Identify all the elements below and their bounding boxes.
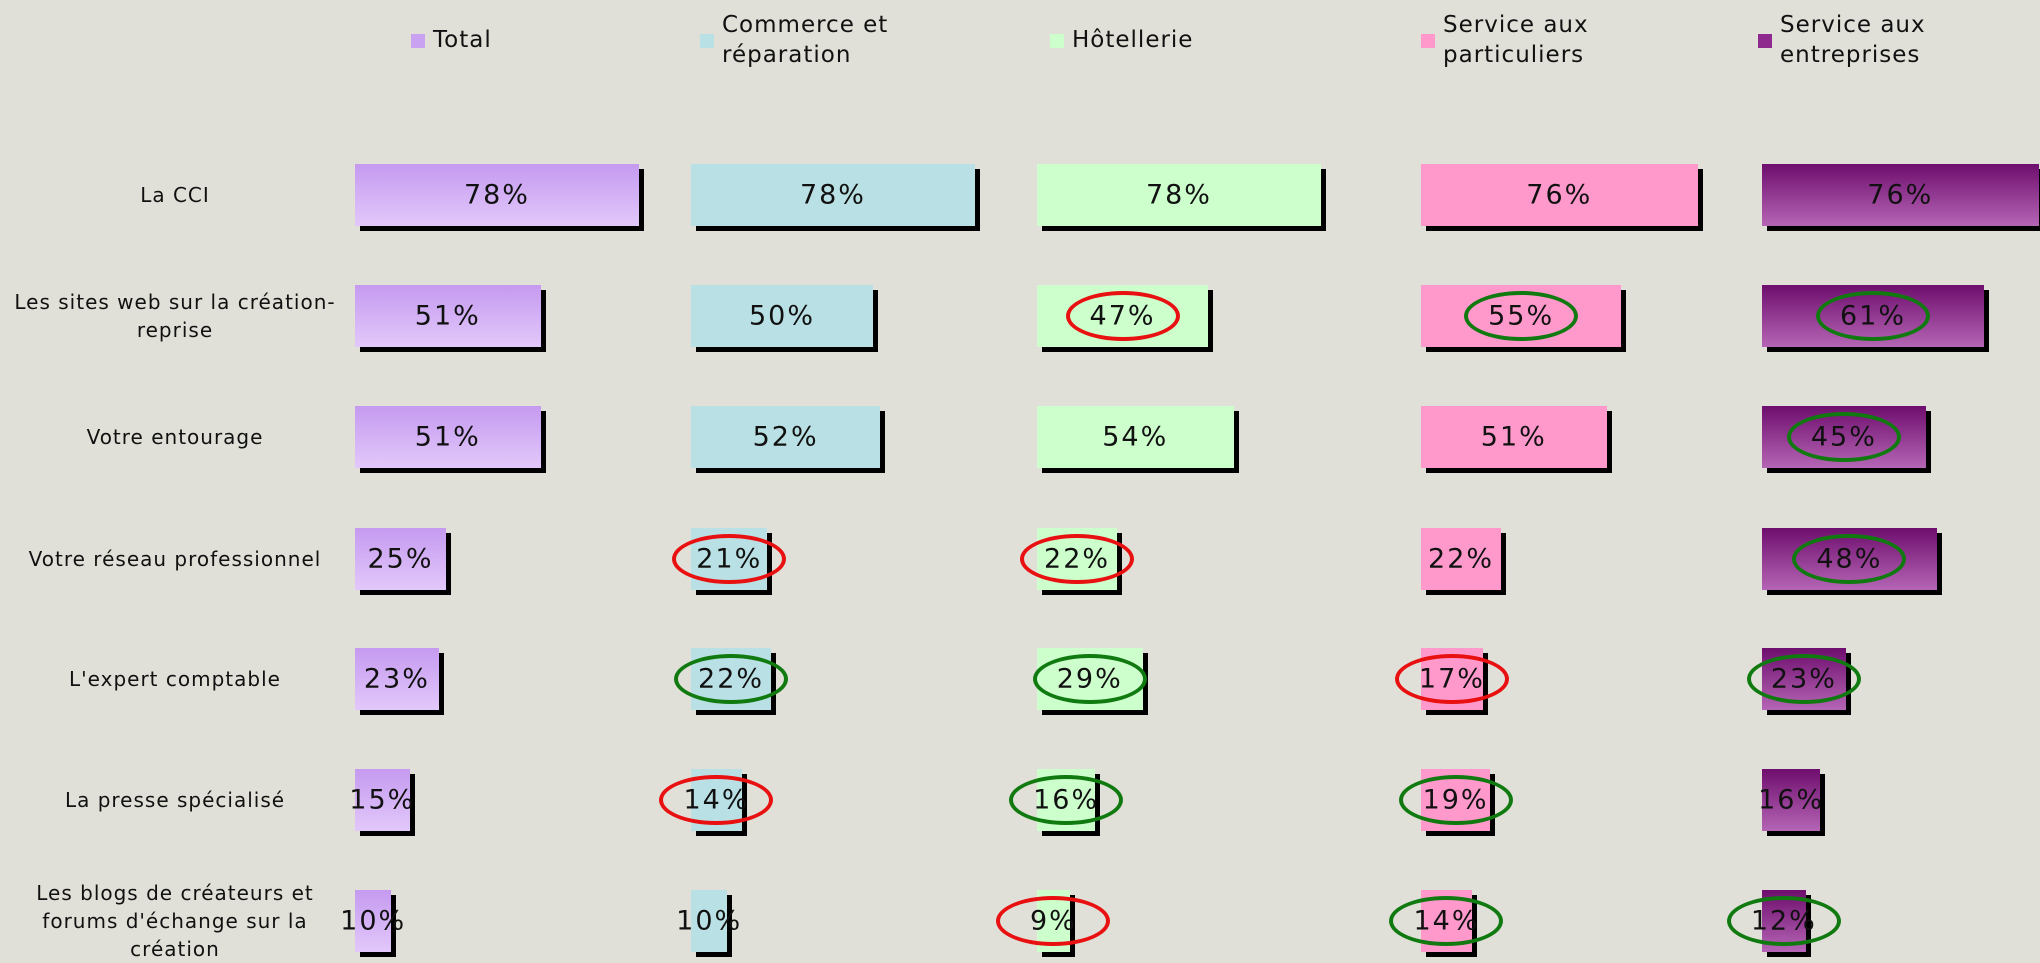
highlight-circle <box>1020 534 1135 584</box>
bar <box>691 285 873 347</box>
value-label: 51% <box>414 300 481 332</box>
bar <box>691 406 881 468</box>
highlight-circle <box>996 896 1111 946</box>
legend-swatch <box>1758 34 1772 48</box>
highlight-circle <box>1032 654 1147 704</box>
bar <box>1762 164 2039 226</box>
legend-swatch <box>700 34 714 48</box>
bar <box>1421 164 1698 226</box>
value-label: 76% <box>1526 179 1593 211</box>
highlight-circle <box>1786 412 1901 462</box>
legend-label: Service aux entreprises <box>1780 12 1926 68</box>
value-label: 10% <box>340 905 407 937</box>
highlight-circle <box>1746 654 1861 704</box>
legend-swatch <box>411 34 425 48</box>
highlight-circle <box>672 534 787 584</box>
highlight-circle <box>1398 775 1513 825</box>
legend-swatch <box>1421 34 1435 48</box>
value-label: 10% <box>676 905 743 937</box>
value-label: 16% <box>1758 784 1825 816</box>
bar <box>691 164 975 226</box>
bar <box>1037 406 1234 468</box>
value-label: 52% <box>752 421 819 453</box>
bar <box>355 890 392 952</box>
highlight-circle <box>1464 291 1579 341</box>
category-label: La CCI <box>140 183 210 207</box>
highlight-circle <box>659 775 774 825</box>
bar <box>691 890 728 952</box>
category-label: L'expert comptable <box>69 667 281 691</box>
category-label: Votre entourage <box>86 425 264 449</box>
value-label: 51% <box>414 421 481 453</box>
highlight-circle <box>1009 775 1124 825</box>
value-label: 22% <box>1428 543 1495 575</box>
legend-swatch <box>1050 34 1064 48</box>
value-label: 51% <box>1480 421 1547 453</box>
legend-label: Hôtellerie <box>1072 27 1194 53</box>
bar <box>355 285 541 347</box>
bar <box>1421 528 1502 590</box>
legend-label: Commerce et réparation <box>722 12 889 68</box>
bar <box>355 164 639 226</box>
legend-label: Total <box>433 27 492 53</box>
value-label: 78% <box>799 179 866 211</box>
category-label: Votre réseau professionnel <box>28 547 322 571</box>
value-label: 76% <box>1867 179 1934 211</box>
highlight-circle <box>1394 654 1509 704</box>
highlight-circle <box>1726 896 1841 946</box>
bar <box>355 406 541 468</box>
value-label: 54% <box>1102 421 1169 453</box>
bar <box>355 528 446 590</box>
category-label: La presse spécialisé <box>64 788 286 812</box>
value-label: 25% <box>367 543 434 575</box>
bar <box>1037 164 1321 226</box>
highlight-circle <box>1389 896 1504 946</box>
highlight-circle <box>1816 291 1931 341</box>
bar <box>355 769 410 831</box>
value-label: 50% <box>748 300 816 332</box>
bar <box>1421 406 1607 468</box>
bar <box>355 648 439 710</box>
highlight-circle <box>1065 291 1180 341</box>
highlight-circle <box>1792 534 1907 584</box>
value-label: 78% <box>463 179 530 211</box>
value-label: 23% <box>363 663 430 695</box>
legend-label: Service aux particuliers <box>1443 12 1589 68</box>
highlight-circle <box>674 654 789 704</box>
value-label: 78% <box>1145 179 1212 211</box>
category-label: Les blogs de créateurs et forums d'échan… <box>36 881 314 961</box>
value-label: 15% <box>349 784 416 816</box>
category-label: Les sites web sur la création-reprise <box>14 290 336 342</box>
bar <box>1762 769 1821 831</box>
